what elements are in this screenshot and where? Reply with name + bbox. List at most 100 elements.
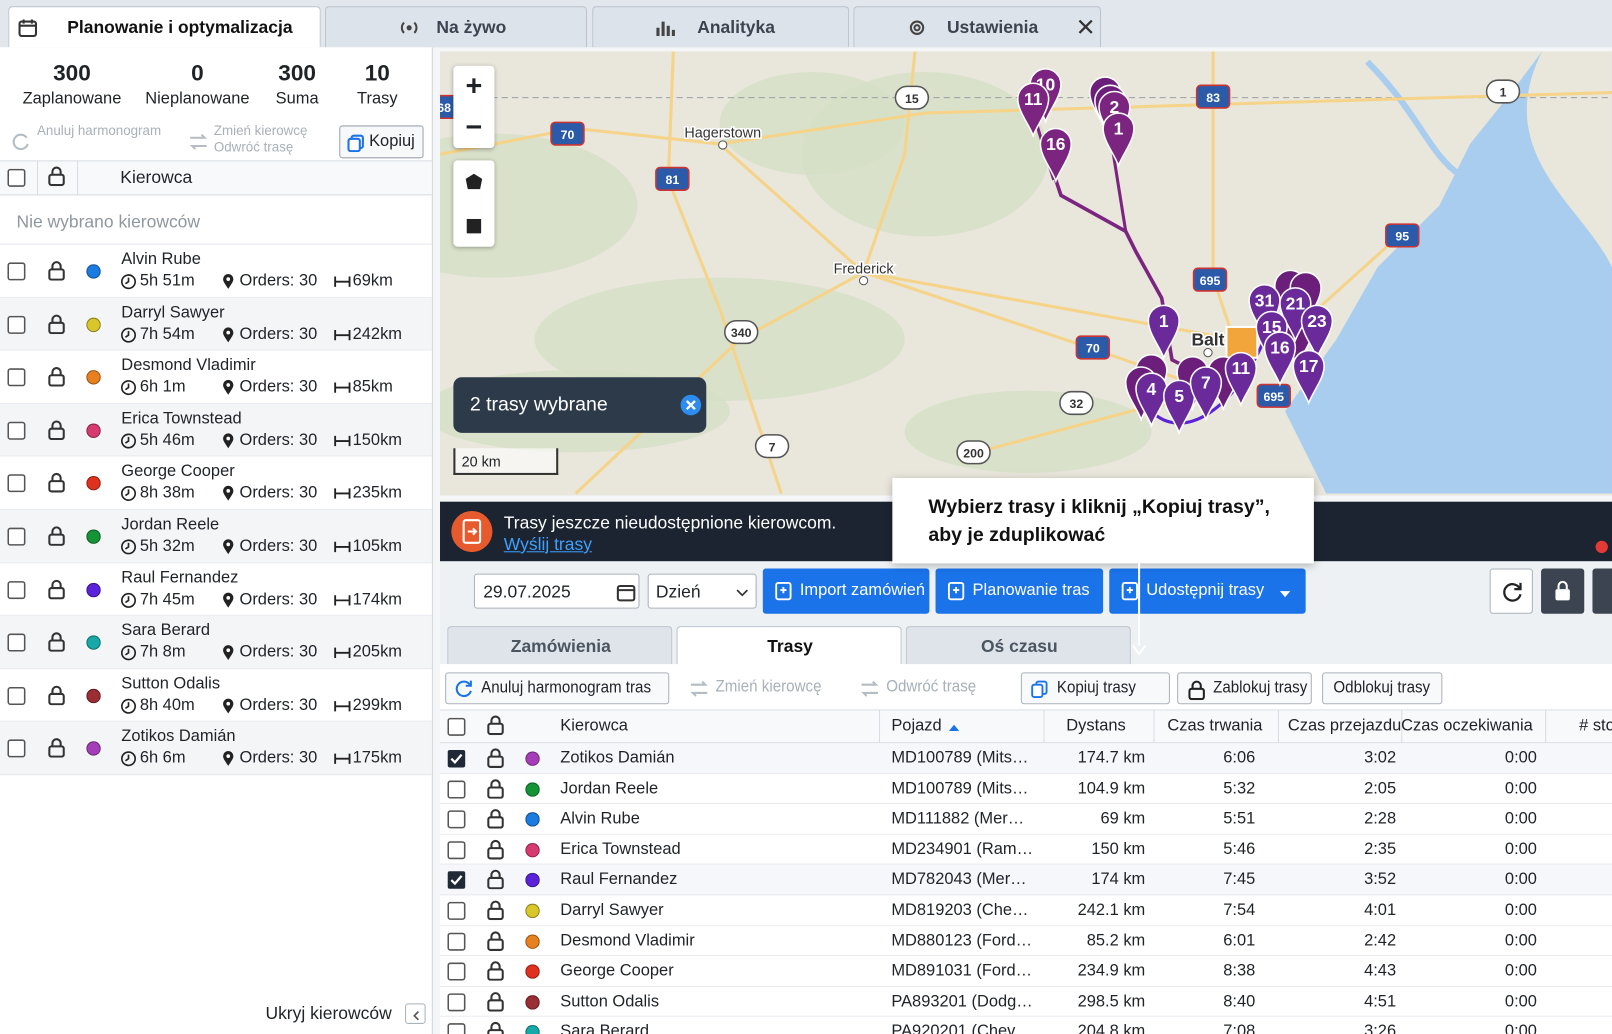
pin-icon-shape	[223, 645, 234, 661]
refresh-button[interactable]	[1489, 568, 1533, 614]
cell-distance: 174.7 km	[1077, 749, 1146, 767]
table-row[interactable]: Jordan Reele MD100789 (Mits… 104.9 km 5:32 2…	[440, 773, 1612, 805]
checkbox-shape	[447, 810, 466, 829]
checkbox[interactable]	[7, 315, 26, 334]
driver-row[interactable]: Erica Townstead 5h 46m Orders: 30 150km	[0, 403, 432, 457]
copy-icon-shape	[347, 137, 361, 153]
primary-button[interactable]: Import zamówień	[762, 568, 930, 614]
driver-row[interactable]: Sara Berard 7h 8m Orders: 30 205km	[0, 616, 432, 670]
checkbox[interactable]	[447, 871, 466, 890]
checkbox[interactable]	[7, 633, 26, 652]
hide-button[interactable]	[405, 1003, 426, 1024]
column-header[interactable]: # stops	[1579, 717, 1612, 735]
tab[interactable]: Ustawienia	[853, 6, 1102, 48]
selection-clear[interactable]	[680, 394, 703, 417]
polygon-tool[interactable]	[465, 173, 484, 192]
driver-row[interactable]: Raul Fernandez 7h 45m Orders: 30 174km	[0, 562, 432, 617]
table-row[interactable]: Erica Townstead MD234901 (Ram… 150 km 5:46 2…	[440, 834, 1612, 865]
button-icon-shape	[1126, 587, 1133, 594]
checkbox[interactable]	[447, 962, 466, 981]
date-input[interactable]: 29.07.2025	[473, 573, 640, 609]
column-header[interactable]: Dystans	[1066, 717, 1126, 735]
table-row[interactable]: Raul Fernandez MD782043 (Mer… 174 km 7:45 3:…	[440, 865, 1612, 896]
driver-distance: 242km	[352, 325, 403, 343]
checkbox[interactable]	[447, 780, 466, 799]
checkbox[interactable]	[447, 901, 466, 921]
driver-row[interactable]: Alvin Rube 5h 51m Orders: 30 69km	[0, 244, 432, 298]
driver-row[interactable]: Desmond Vladimir 6h 1m Orders: 30 85km	[0, 350, 432, 404]
sub-tab[interactable]: Oś czasu	[905, 626, 1131, 666]
primary-button[interactable]: Udostępnij trasy	[1109, 568, 1306, 614]
sub-tab[interactable]: Trasy	[676, 626, 902, 666]
checkbox[interactable]	[7, 686, 26, 706]
shield-label: 95	[1395, 230, 1409, 244]
zoom-out[interactable]: −	[465, 110, 483, 143]
driver-row[interactable]: George Cooper 8h 38m Orders: 30 235km	[0, 456, 432, 510]
action-button[interactable]: Anuluj harmonogram tras	[445, 672, 670, 705]
primary-button[interactable]: Planowanie tras	[935, 568, 1104, 614]
column-header[interactable]: Czas przejazdu	[1287, 717, 1402, 735]
column-header[interactable]: Kierowca	[560, 717, 628, 735]
period-select[interactable]: Dzień	[647, 573, 757, 609]
tab[interactable]: Na żywo	[324, 6, 588, 48]
checkbox[interactable]	[447, 841, 466, 860]
left-cancel[interactable]: Anuluj harmonogram	[37, 122, 162, 139]
checkbox[interactable]	[447, 1023, 466, 1034]
rectangle-tool[interactable]	[466, 218, 482, 234]
checkbox[interactable]	[7, 580, 26, 599]
checkbox[interactable]	[7, 527, 26, 546]
checkbox[interactable]	[7, 262, 26, 281]
driver-orders: Orders: 30	[239, 272, 318, 290]
checkbox[interactable]	[447, 717, 466, 737]
more-button[interactable]	[1592, 568, 1612, 614]
checkbox[interactable]	[447, 749, 466, 768]
button-icon-shape	[1121, 581, 1138, 601]
column-header[interactable]: Czas trwania	[1167, 717, 1263, 735]
checkbox[interactable]	[7, 739, 26, 759]
column-header[interactable]: Czas oczekiwania	[1401, 717, 1533, 735]
lock-icon	[1552, 580, 1573, 603]
hide-drivers[interactable]: Ukryj kierowców	[265, 1003, 392, 1024]
checkbox[interactable]	[7, 421, 26, 440]
lock-icon-shape	[1555, 580, 1570, 601]
table-row[interactable]: Sutton Odalis PA893201 (Dodg… 298.5 km 8:40…	[440, 986, 1612, 1018]
zoom-in[interactable]: +	[465, 69, 483, 102]
sub-tab[interactable]: Zamówienia	[447, 626, 673, 666]
table-row[interactable]: Zotikos Damián MD100789 (Mits… 174.7 km 6:0…	[440, 743, 1612, 774]
table-row[interactable]: Desmond Vladimir MD880123 (Ford… 85.2 km 6:…	[440, 925, 1612, 957]
route-color	[86, 317, 101, 332]
table-row[interactable]: George Cooper MD891031 (Ford… 234.9 km 8:38…	[440, 956, 1612, 987]
left-change[interactable]: Zmień kierowcę	[213, 122, 308, 139]
tab[interactable]: Analityka	[592, 6, 850, 48]
driver-row[interactable]: Zotikos Damián 6h 6m Orders: 30 175km	[0, 722, 432, 776]
checkbox[interactable]	[447, 993, 466, 1012]
checkbox[interactable]	[7, 168, 26, 188]
tab-close[interactable]	[1077, 19, 1093, 35]
banner-link[interactable]: Wyślij trasy	[503, 534, 592, 555]
driver-row[interactable]: Darryl Sawyer 7h 54m Orders: 30 242km	[0, 297, 432, 351]
checkbox[interactable]	[7, 474, 26, 493]
driver-row[interactable]: Jordan Reele 5h 32m Orders: 30 105km	[0, 509, 432, 563]
lock-icon	[46, 631, 67, 652]
left-reverse[interactable]: Odwróć trasę	[213, 139, 294, 155]
action-button[interactable]: Zmień kierowcę	[681, 672, 823, 704]
checkbox[interactable]	[447, 932, 466, 951]
action-button[interactable]: Zablokuj trasy	[1177, 672, 1312, 705]
tab[interactable]: Planowanie i optymalizacja	[8, 6, 321, 48]
action-button[interactable]: Kopiuj trasy	[1020, 672, 1170, 705]
button-label: Udostępnij trasy	[1146, 581, 1265, 600]
route-color	[525, 1025, 540, 1034]
table-row[interactable]: Darryl Sawyer MD819203 (Che… 242.1 km 7:54 4…	[440, 895, 1612, 926]
action-button[interactable]: Odblokuj trasy	[1322, 672, 1443, 705]
left-copy-button[interactable]: Kopiuj	[339, 125, 424, 159]
column-header[interactable]: Pojazd	[891, 717, 942, 735]
driver-row[interactable]: Sutton Odalis 8h 40m Orders: 30 299km	[0, 669, 432, 723]
tooltip-line: Wybierz trasy i kliknij „Kopiuj trasy”,	[928, 496, 1270, 519]
checkbox[interactable]	[447, 810, 466, 829]
table-row[interactable]: Sara Berard PA920201 (Chev… 204.8 km 7:08 3:…	[440, 1017, 1612, 1034]
checkbox[interactable]	[7, 368, 26, 387]
action-button[interactable]: Odwróć trasę	[851, 672, 982, 704]
lock-button[interactable]	[1541, 568, 1585, 614]
driver-distance: 105km	[352, 537, 403, 555]
table-row[interactable]: Alvin Rube MD111882 (Mer… 69 km 5:51 2:28 0:0…	[440, 804, 1612, 835]
